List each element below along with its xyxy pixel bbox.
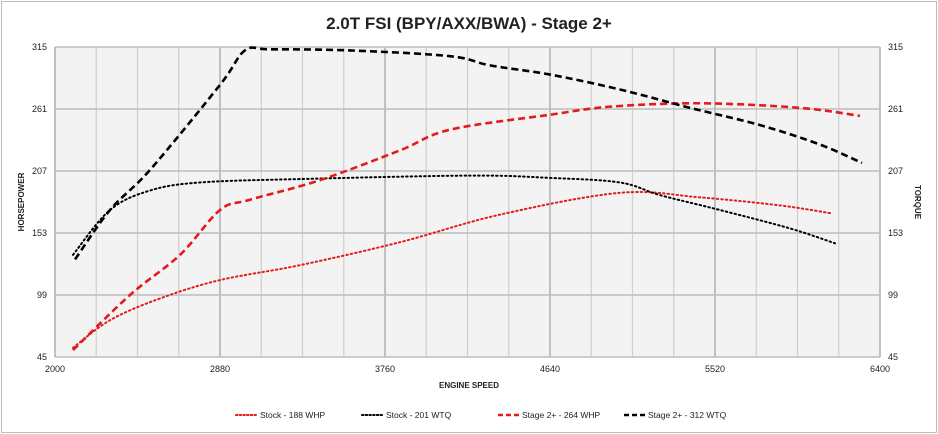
y-tick-label-right: 261 <box>888 104 903 114</box>
legend-label: Stock - 201 WTQ <box>386 410 452 420</box>
legend: Stock - 188 WHP Stock - 201 WTQ Stage 2+ -… <box>235 410 727 420</box>
y-tick-label-right: 45 <box>888 352 898 362</box>
y-tick-label-right: 207 <box>888 166 903 176</box>
y-tick-label-left: 315 <box>32 42 47 52</box>
chart-title: 2.0T FSI (BPY/AXX/BWA) - Stage 2+ <box>326 14 612 33</box>
x-tick-label: 4640 <box>540 364 560 374</box>
x-tick-label: 2880 <box>210 364 230 374</box>
y-tick-label-left: 261 <box>32 104 47 114</box>
x-axis-label: ENGINE SPEED <box>439 381 499 390</box>
series-line-2 <box>72 101 861 352</box>
y-tick-label-right: 315 <box>888 42 903 52</box>
y-tick-label-right: 99 <box>888 290 898 300</box>
x-tick-label: 6400 <box>870 364 890 374</box>
series-line-3 <box>74 46 863 261</box>
y-tick-label-left: 45 <box>37 352 47 362</box>
legend-label: Stage 2+ - 312 WTQ <box>648 410 727 420</box>
y-axis-label-left: HORSEPOWER <box>17 172 26 231</box>
y-tick-label-left: 99 <box>37 290 47 300</box>
x-tick-label: 5520 <box>705 364 725 374</box>
series-line-0 <box>72 190 833 349</box>
y-tick-label-left: 153 <box>32 228 47 238</box>
y-axis-label-right: TORQUE <box>913 185 922 220</box>
y-tick-label-left: 207 <box>32 166 47 176</box>
series-line-1 <box>72 174 836 256</box>
legend-label: Stage 2+ - 264 WHP <box>522 410 601 420</box>
y-tick-label-right: 153 <box>888 228 903 238</box>
legend-label: Stock - 188 WHP <box>260 410 326 420</box>
x-tick-label: 3760 <box>375 364 395 374</box>
x-tick-label: 2000 <box>45 364 65 374</box>
